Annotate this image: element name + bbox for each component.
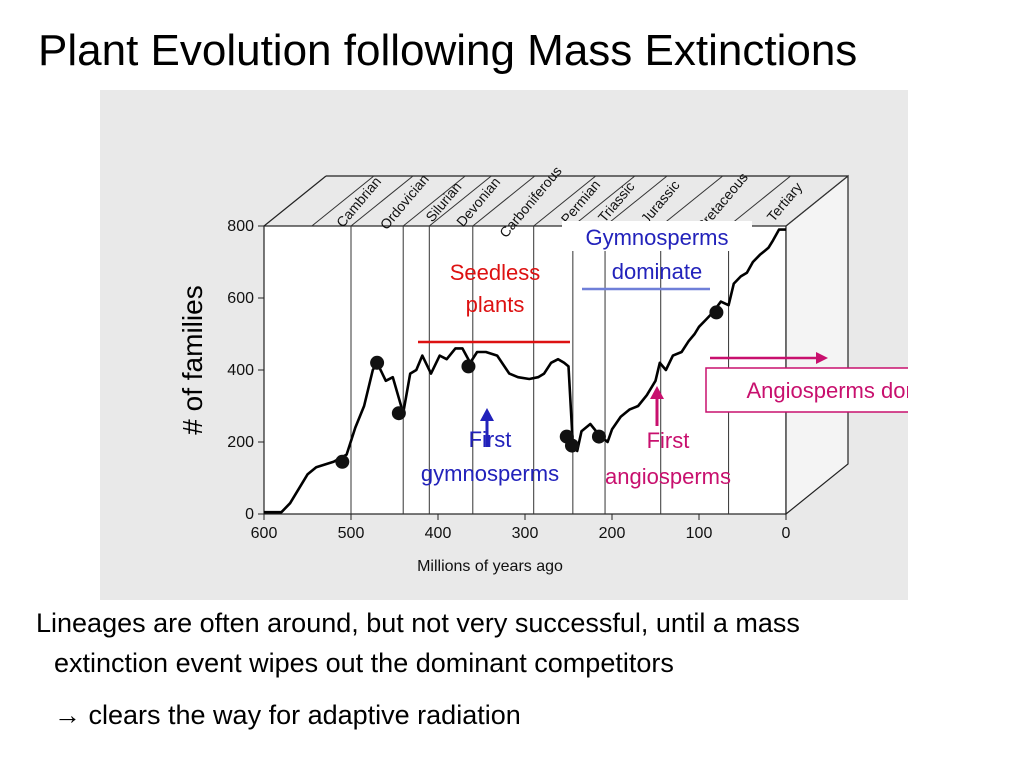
annotation-first-angio-line2: angiosperms <box>605 464 731 489</box>
period-strip-divider <box>428 175 492 227</box>
period-strip-divider <box>660 175 724 227</box>
x-tick-label: 300 <box>512 525 539 542</box>
annotation-first-gymnosperms: First gymnosperms <box>421 408 559 486</box>
y-tick-label: 600 <box>227 290 254 307</box>
slide-title: Plant Evolution following Mass Extinctio… <box>38 26 858 75</box>
x-tick-label: 0 <box>782 525 791 542</box>
chart-figure: Cambrian Ordovician Silurian Devonian Carbon… <box>100 90 908 600</box>
body-text-line1: Lineages are often around, but not very … <box>36 608 800 638</box>
annotation-gymno-dominate-line2: dominate <box>612 259 703 284</box>
period-strip-divider <box>533 175 597 227</box>
data-point-marker <box>564 438 579 453</box>
annotation-gymnosperms-dominate: Gymnosperms dominate <box>562 221 752 284</box>
period-grid <box>311 175 849 514</box>
period-strip-divider <box>472 175 536 227</box>
period-label-jurassic: Jurassic <box>637 177 682 227</box>
period-strip-divider <box>402 175 466 227</box>
body-text-line3: → clears the way for adaptive radiation <box>54 700 521 730</box>
annotation-seedless-plants: Seedless plants <box>450 260 541 317</box>
period-strip-divider <box>350 175 414 227</box>
annotation-seedless-line2: plants <box>466 292 525 317</box>
annotation-seedless-line1: Seedless <box>450 260 541 285</box>
first-angiosperms-arrowhead <box>650 386 664 399</box>
y-tick-label: 400 <box>227 362 254 379</box>
annotation-angio-dominate-text: Angiosperms dominate <box>746 378 908 403</box>
x-tick-label: 500 <box>338 525 365 542</box>
annotation-angiosperms-dominate: Angiosperms dominate <box>705 367 908 413</box>
data-markers <box>335 305 724 469</box>
data-point-marker <box>709 305 724 320</box>
data-point-marker <box>335 454 350 469</box>
annotation-first-angio-line1: First <box>647 428 690 453</box>
evolution-chart: CambrianOrdovicianSilurianDevonianCarbon… <box>177 163 908 575</box>
period-strip-divider <box>572 175 636 227</box>
x-tick-label: 200 <box>599 525 626 542</box>
data-point-marker <box>370 355 385 370</box>
chart-axes: 600 500 400 300 200 100 0 0 200 400 600 800 <box>227 218 790 542</box>
x-tick-label: 100 <box>686 525 713 542</box>
data-point-marker <box>591 429 606 444</box>
y-tick-label: 800 <box>227 218 254 235</box>
data-point-marker <box>461 359 476 374</box>
period-strip-divider <box>785 175 849 227</box>
body-text-line2: extinction event wipes out the dominant … <box>54 648 674 678</box>
annotation-gymno-dominate-line1: Gymnosperms <box>585 225 728 250</box>
data-point-marker <box>391 406 406 421</box>
period-strip-divider <box>311 175 375 227</box>
annotation-first-gymno-line2: gymnosperms <box>421 461 559 486</box>
angiosperms-dominate-arrowhead <box>816 352 828 364</box>
period-strip-divider <box>604 175 668 227</box>
x-axis-label: Millions of years ago <box>417 558 563 575</box>
annotation-first-angiosperms: First angiosperms <box>605 386 731 489</box>
x-tick-label: 400 <box>425 525 452 542</box>
gymnosperms-label-bg <box>562 221 752 251</box>
y-tick-label: 0 <box>245 506 254 523</box>
y-tick-label: 200 <box>227 434 254 451</box>
plot-side-face <box>785 174 849 516</box>
angiosperms-dominate-box <box>705 367 908 413</box>
x-tick-label: 600 <box>251 525 278 542</box>
annotation-first-gymno-line1: First <box>469 427 512 452</box>
plot-depth-edge-left <box>263 175 327 227</box>
y-axis-label: # of families <box>177 285 208 434</box>
first-gymnosperms-arrowhead <box>480 408 494 421</box>
period-label-ordovician: Ordovician <box>377 171 432 233</box>
period-strip-divider <box>728 175 791 227</box>
